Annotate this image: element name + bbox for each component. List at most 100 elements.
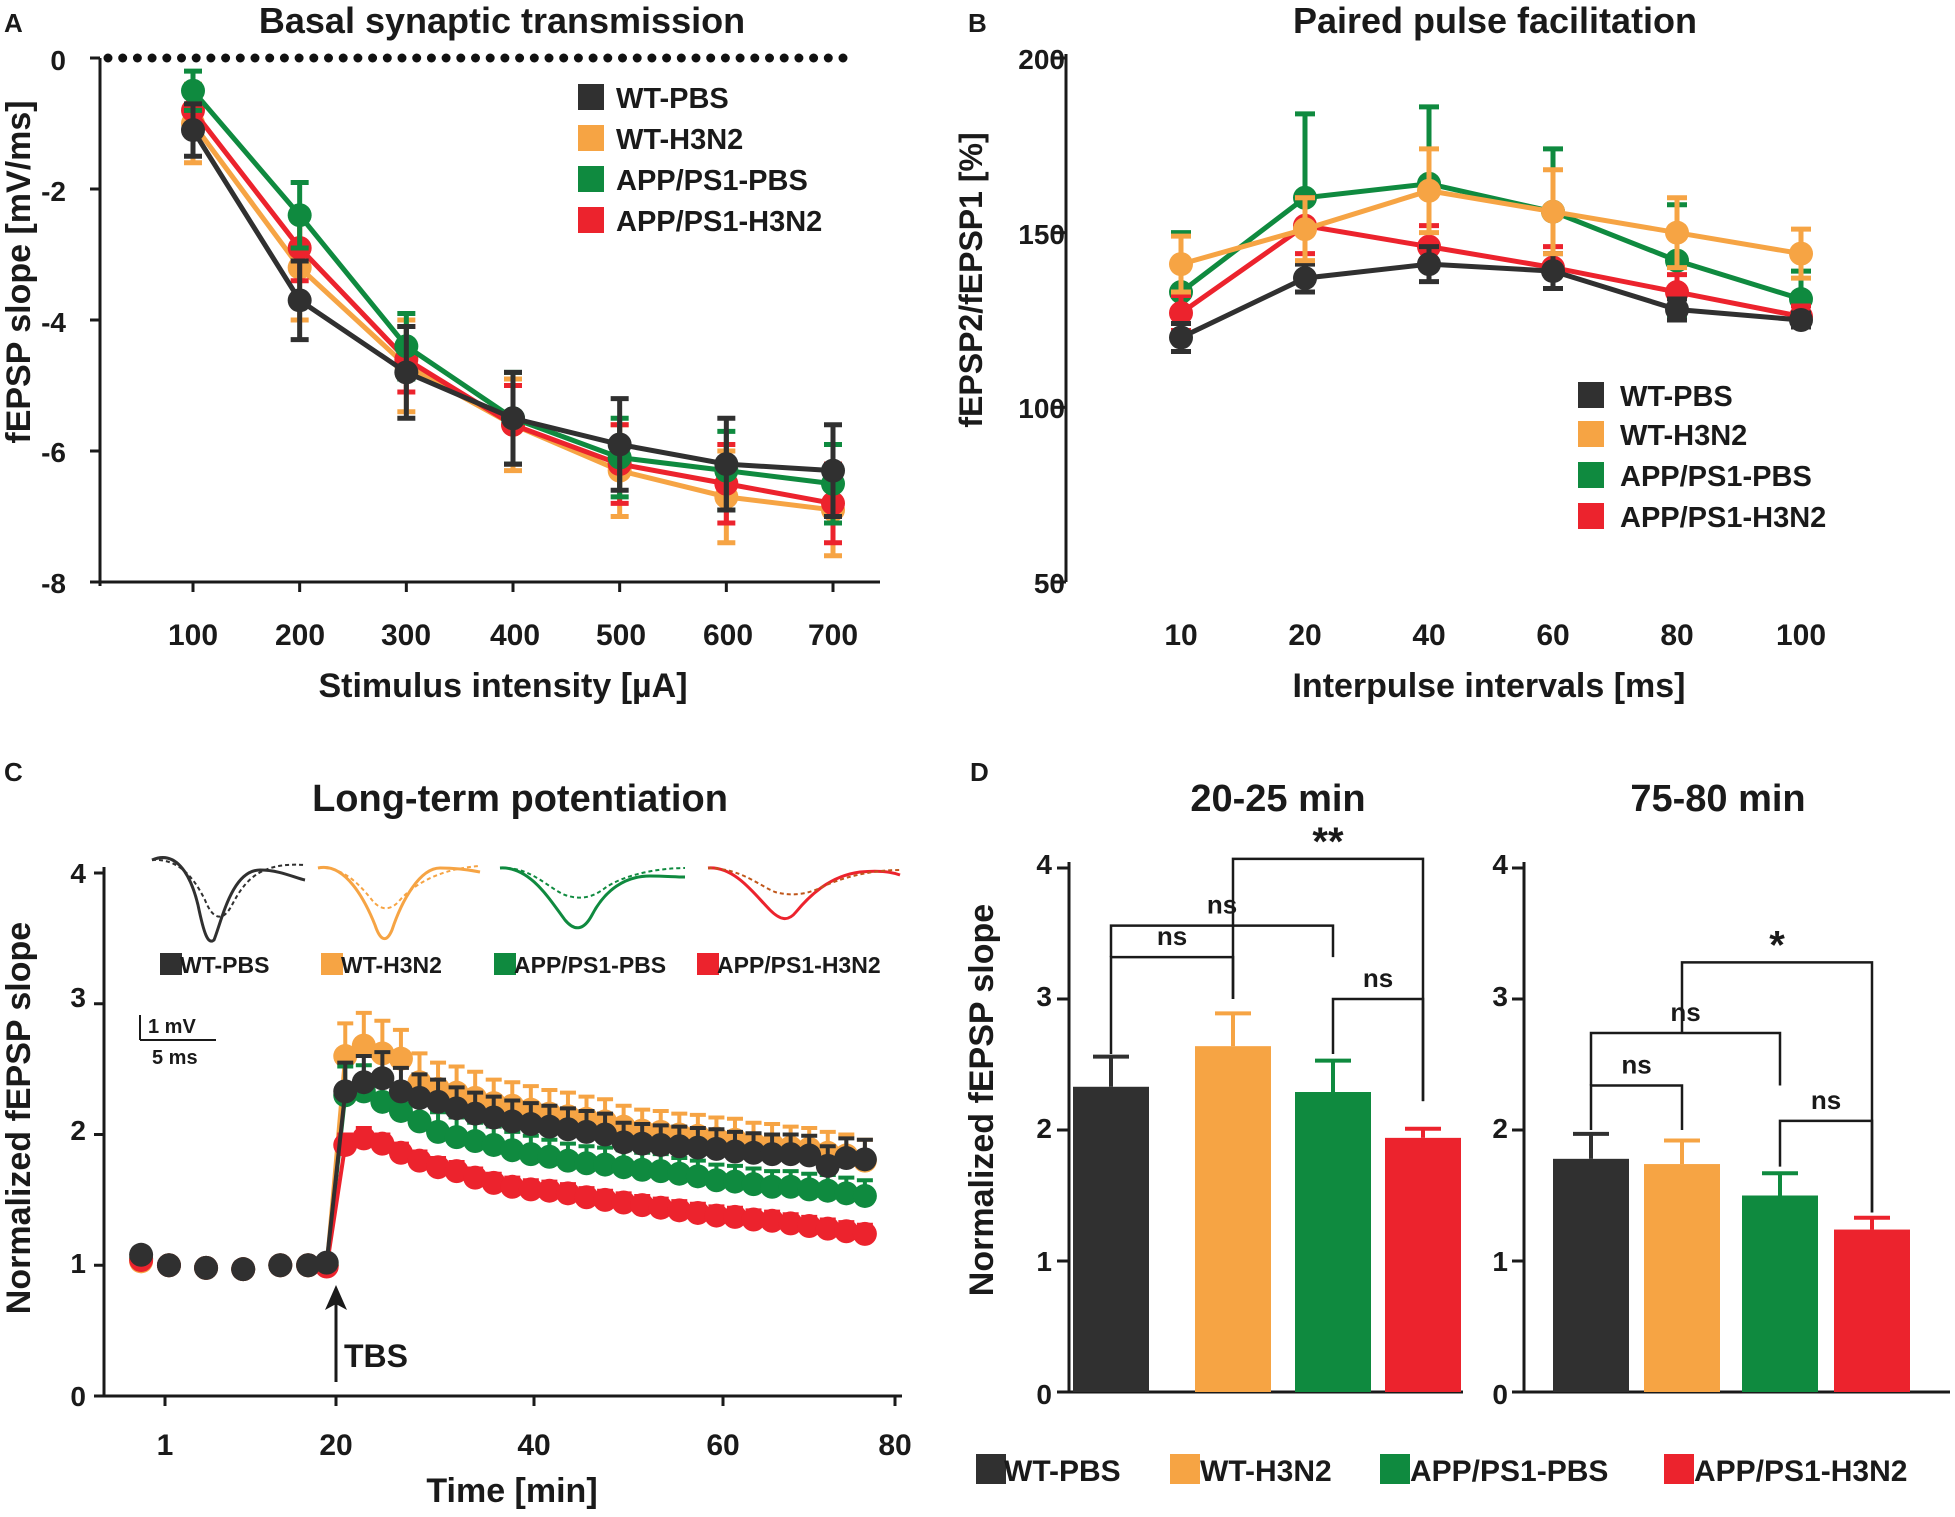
panel-c-point (797, 1143, 822, 1168)
panel-c-point (296, 1253, 321, 1278)
panel-a-zero-dot (676, 53, 686, 63)
panel-a-zero-dot (147, 53, 157, 63)
legend-label-wt-h3n2: WT-H3N2 (341, 952, 442, 978)
panel-a-zero-dot (221, 53, 231, 63)
panel-b-y-label: fEPSP2/fEPSP1 [%] (953, 132, 989, 427)
panel-d2-ytick: 3 (1492, 981, 1508, 1012)
panel-a-zero-dot (735, 53, 745, 63)
panel-a-point (394, 360, 419, 385)
panel-a-xtick: 400 (490, 619, 540, 652)
panel-c-point (407, 1109, 432, 1134)
panel-c-point (630, 1131, 655, 1156)
panel-a-zero-dot (456, 53, 466, 63)
panel-d1-sig-bracket (1231, 857, 1425, 1102)
panel-c-point (351, 1033, 376, 1058)
legend-label-app-pbs: APP/PS1-PBS (1410, 1455, 1608, 1488)
panel-c-point (463, 1101, 488, 1126)
legend-label-app-pbs: APP/PS1-PBS (1620, 461, 1812, 493)
panel-b-line-wt-h3n2 (1180, 188, 1802, 267)
legend-swatch-app-pbs (1578, 462, 1604, 488)
panel-a-point (181, 78, 205, 103)
legend-swatch-app-h3n2 (1664, 1454, 1694, 1484)
panel-a-zero-dot (353, 53, 363, 63)
panel-c-point (555, 1117, 580, 1142)
panel-c-point (797, 1177, 822, 1202)
panel-c-point (537, 1144, 562, 1169)
panel-c-ytick: 4 (70, 858, 86, 889)
panel-c-point (407, 1148, 432, 1173)
panel-b-line-wt-pbs (1179, 261, 1802, 340)
panel-b: B Paired pulse facilitation Interpulse i… (953, 0, 1826, 705)
panel-a-point (607, 432, 632, 457)
panel-a-ytick: -4 (41, 307, 66, 338)
trace-app-h3n2-baseline (707, 867, 901, 896)
panel-c-letter: C (4, 757, 23, 787)
panel-d2-bar-wt-h3n2 (1644, 1164, 1720, 1392)
panel-c-point (268, 1253, 293, 1278)
panel-c-point (518, 1142, 543, 1167)
panel-c-point (481, 1170, 506, 1195)
panel-c-point (388, 1140, 413, 1165)
panel-c-point (555, 1148, 580, 1173)
legend-label-wt-pbs: WT-PBS (616, 83, 729, 115)
panel-c-series-wt-pbs (129, 1050, 877, 1282)
panel-c-ytick: 1 (70, 1248, 86, 1279)
panel-a-zero-dot (235, 53, 245, 63)
panel-c-point (593, 1152, 618, 1177)
legend-label-wt-h3n2: WT-H3N2 (1620, 420, 1747, 452)
panel-c-point (314, 1250, 339, 1275)
panel-a-zero-dot (397, 53, 407, 63)
panel-b-point (1169, 252, 1193, 277)
panel-c-ytick: 3 (70, 982, 86, 1013)
panel-a-zero-dot (485, 53, 495, 63)
panel-c-point (500, 1109, 525, 1134)
panel-c-point (518, 1112, 543, 1137)
example-traces (151, 856, 901, 943)
panel-d1-sig-bracket (1331, 997, 1425, 1102)
legend-label-app-h3n2: APP/PS1-H3N2 (717, 952, 881, 978)
trace-wt-pbs (151, 856, 306, 943)
panel-a-ytick: 0 (50, 45, 66, 76)
panel-d1-bar-wt-pbs (1073, 1086, 1149, 1392)
legend-swatch-wt-pbs (976, 1454, 1006, 1484)
legend-label-app-pbs: APP/PS1-PBS (514, 952, 666, 978)
panel-b-letter: B (968, 8, 987, 38)
panel-d: D 20-25 min 75-80 min Normalized fEPSP s… (963, 757, 1907, 1488)
panel-a-ytick: -8 (41, 568, 66, 599)
panel-c-xtick: 80 (878, 1429, 911, 1462)
panel-c-title: Long-term potentiation (312, 778, 728, 820)
panel-d-letter: D (970, 757, 989, 787)
panel-a-zero-dot (809, 53, 819, 63)
panel-c-point (444, 1159, 469, 1184)
panel-a-point (287, 203, 312, 228)
panel-d1-sig-label: ** (1312, 820, 1344, 864)
legend-label-wt-pbs: WT-PBS (1620, 381, 1733, 413)
panel-c-point (611, 1130, 636, 1155)
legend-swatch-wt-h3n2 (1578, 421, 1604, 447)
panel-c-point (648, 1159, 673, 1184)
panel-b-xtick: 20 (1288, 619, 1321, 652)
panel-c-point (231, 1257, 256, 1282)
legend-swatch-wt-pbs (578, 84, 604, 110)
legend-swatch-app-pbs (494, 953, 516, 975)
panel-c-point (500, 1138, 525, 1163)
panel-c-point (370, 1131, 395, 1156)
legend-label-app-h3n2: APP/PS1-H3N2 (1620, 502, 1826, 534)
panel-b-x-label: Interpulse intervals [ms] (1292, 667, 1685, 705)
panel-c-point (333, 1079, 358, 1104)
panel-a-point (287, 288, 312, 313)
panel-c: C Long-term potentiation Time [min] Norm… (0, 757, 912, 1510)
panel-c-point (760, 1208, 785, 1233)
panel-a-zero-dot (191, 53, 201, 63)
panel-c-point (555, 1181, 580, 1206)
panel-c-point (852, 1183, 877, 1208)
panel-c-point (722, 1204, 747, 1229)
panel-d2-ytick: 1 (1492, 1246, 1508, 1277)
panel-c-point (426, 1119, 451, 1144)
panel-c-point (722, 1139, 747, 1164)
legend-swatch-app-pbs (578, 166, 604, 192)
legend-label-wt-pbs: WT-PBS (180, 952, 269, 978)
panel-c-point (426, 1089, 451, 1114)
panel-c-point (481, 1132, 506, 1157)
